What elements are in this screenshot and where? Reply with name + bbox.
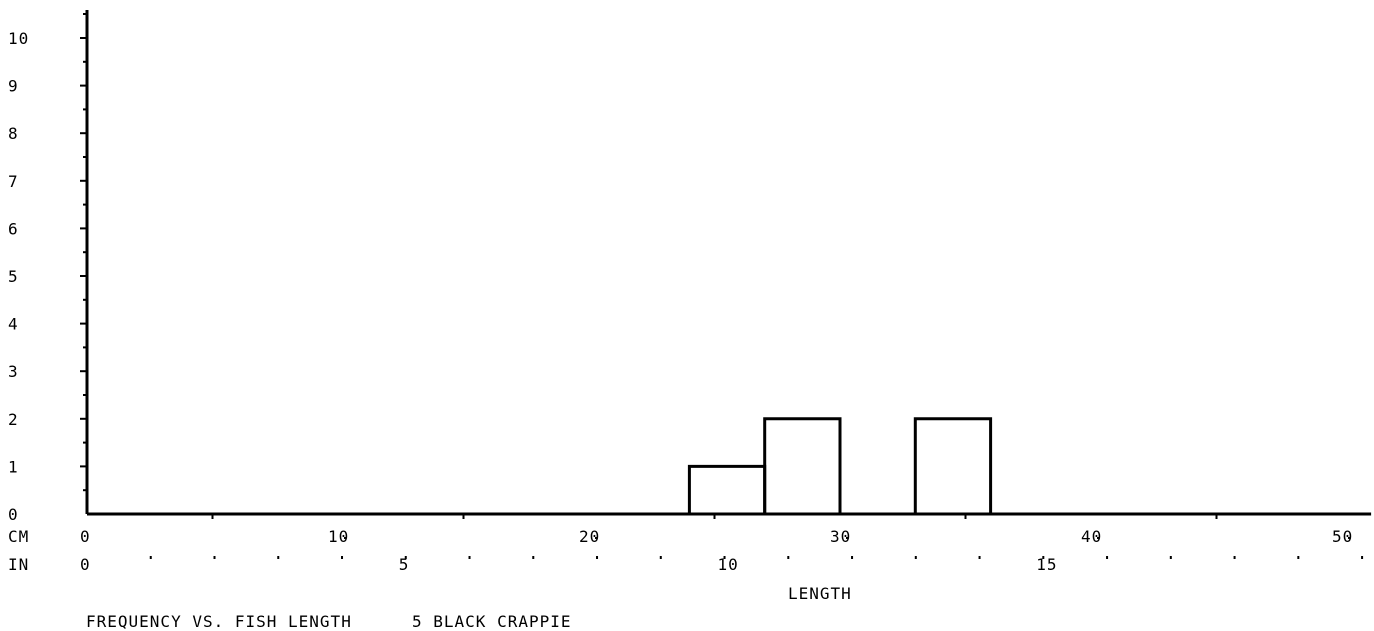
y-tick-label: 5 [8, 267, 19, 286]
cm-tick-mark [595, 537, 597, 539]
y-tick-label: 4 [8, 315, 19, 334]
histogram-bar [687, 464, 767, 514]
y-tick-label: 9 [8, 77, 19, 96]
in-tick-label: 5 [399, 555, 410, 574]
in-minor-tick [1233, 556, 1236, 559]
y-axis-ticks: 0 1 2 3 4 5 6 7 8 9 10 [8, 13, 87, 524]
in-minor-tick [914, 556, 917, 559]
y-tick-label: 3 [8, 362, 19, 381]
cm-tick-label: 10 [328, 527, 349, 546]
in-minor-tick [468, 556, 471, 559]
in-minor-tick [1361, 556, 1364, 559]
histogram-bar [763, 417, 842, 514]
in-minor-tick [1169, 556, 1172, 559]
in-minor-tick [851, 556, 854, 559]
chart-title: FREQUENCY VS. FISH LENGTH [86, 612, 352, 631]
cm-tick-label: 30 [830, 527, 851, 546]
cm-tick-label: 50 [1332, 527, 1353, 546]
y-tick-label: 0 [8, 505, 19, 524]
cm-tick-label: 40 [1081, 527, 1102, 546]
in-tick-label: 15 [1036, 555, 1057, 574]
in-tick-label: 0 [80, 555, 91, 574]
y-tick-label: 10 [8, 29, 29, 48]
y-tick-label: 7 [8, 172, 19, 191]
y-tick-label: 8 [8, 124, 19, 143]
cm-tick-mark [1348, 537, 1350, 539]
cm-tick-mark [1097, 537, 1099, 539]
in-minor-tick [978, 556, 981, 559]
in-minor-tick [149, 556, 152, 559]
x-axis-ticks: 0 10 20 30 40 50 0 5 10 15 [80, 514, 1364, 574]
in-minor-tick [596, 556, 599, 559]
cm-axis-unit-label: CM [8, 527, 29, 546]
in-minor-tick [341, 556, 344, 559]
in-minor-tick [277, 556, 280, 559]
y-tick-label: 6 [8, 219, 19, 238]
in-minor-tick [1297, 556, 1300, 559]
histogram-bar [913, 417, 993, 514]
x-axis-label: LENGTH [788, 584, 852, 603]
in-minor-tick [787, 556, 790, 559]
in-axis-unit-label: IN [8, 555, 29, 574]
cm-tick-label: 20 [579, 527, 600, 546]
in-minor-tick [213, 556, 216, 559]
in-minor-tick [723, 556, 726, 559]
histogram-bars [687, 417, 993, 514]
cm-tick-mark [846, 537, 848, 539]
in-minor-tick [659, 556, 662, 559]
in-minor-tick [1106, 556, 1109, 559]
chart-subtitle: 5 BLACK CRAPPIE [412, 612, 572, 631]
cm-tick-label: 0 [80, 527, 91, 546]
in-minor-tick [404, 556, 407, 559]
in-minor-tick [532, 556, 535, 559]
y-tick-label: 2 [8, 410, 19, 429]
cm-tick-mark [344, 537, 346, 539]
in-minor-tick [1042, 556, 1045, 559]
in-tick-label: 10 [718, 555, 739, 574]
y-tick-label: 1 [8, 457, 19, 476]
